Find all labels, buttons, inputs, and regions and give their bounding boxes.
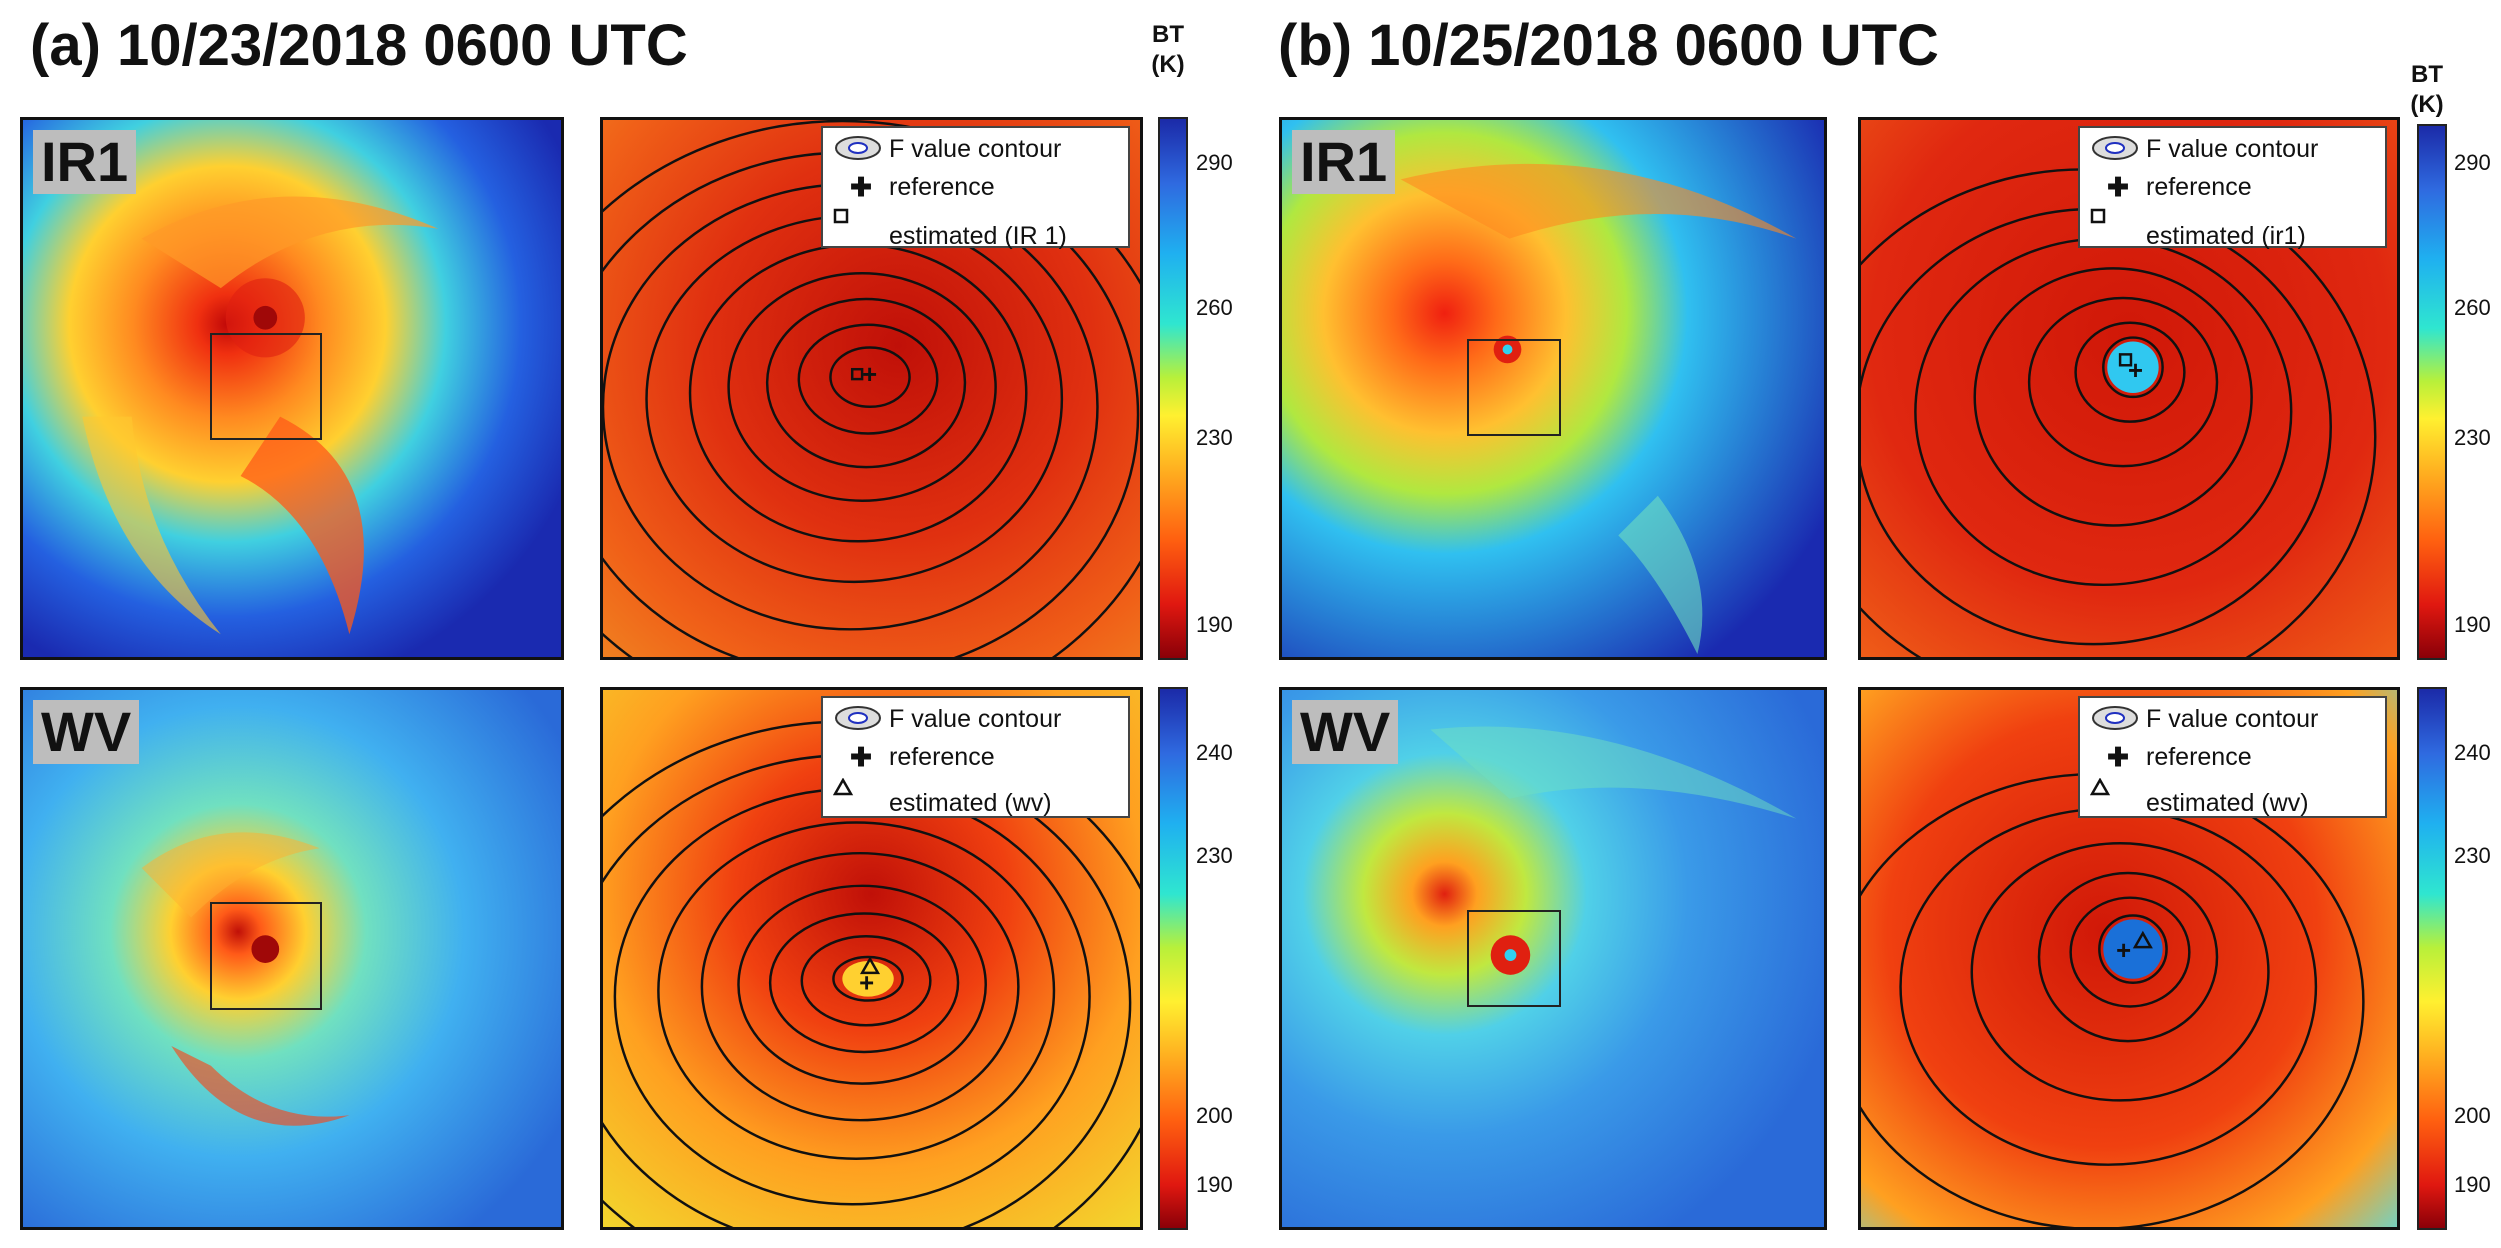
panel-b-wv-satellite: WV bbox=[1279, 687, 1827, 1230]
colorbar-a-wv bbox=[1158, 687, 1188, 1230]
colorbar-b-wv bbox=[2417, 687, 2447, 1230]
legend-contour-label: F value contour bbox=[889, 705, 1062, 734]
svg-text:+: + bbox=[2116, 937, 2131, 965]
legend-contour-row: F value contour bbox=[2090, 134, 2318, 165]
tick-a-ir-1: 290 bbox=[1196, 150, 1233, 175]
legend-estimated-label: estimated (wv) bbox=[2146, 788, 2309, 817]
legend: F value contour ✚ reference estimated (w… bbox=[2078, 696, 2387, 818]
panel-b-ir1-satellite: IR1 bbox=[1279, 117, 1827, 660]
plus-icon: ✚ bbox=[850, 172, 872, 202]
panel-b-title: (b) 10/25/2018 0600 UTC bbox=[1278, 13, 1939, 78]
wv-label: WV bbox=[1292, 700, 1399, 764]
tick-b-wv-4: 190 bbox=[2454, 1172, 2491, 1197]
legend-reference-row: ✚ reference bbox=[833, 172, 995, 203]
tick-b-wv-1: 240 bbox=[2454, 740, 2491, 765]
contour-icon bbox=[2090, 704, 2146, 735]
square-icon bbox=[833, 208, 889, 264]
plus-icon: ✚ bbox=[2107, 172, 2129, 202]
contour-icon bbox=[2090, 134, 2146, 165]
svg-text:+: + bbox=[2128, 357, 2143, 385]
ir1-label: IR1 bbox=[1292, 130, 1396, 194]
legend-estimated-row: estimated (IR 1) bbox=[833, 208, 1067, 264]
contour-icon bbox=[833, 134, 889, 165]
legend-reference-label: reference bbox=[889, 743, 995, 771]
tick-b-ir-3: 230 bbox=[2454, 425, 2491, 450]
tick-b-ir-2: 260 bbox=[2454, 295, 2491, 320]
legend-estimated-label: estimated (IR 1) bbox=[889, 221, 1067, 250]
panel-a-title: (a) 10/23/2018 0600 UTC bbox=[30, 13, 688, 78]
satellite-image bbox=[1282, 120, 1824, 657]
tick-b-ir-1: 290 bbox=[2454, 150, 2491, 175]
legend-contour-label: F value contour bbox=[2146, 135, 2319, 164]
legend-reference-row: ✚ reference bbox=[2090, 742, 2252, 773]
legend-reference-label: reference bbox=[2146, 173, 2252, 201]
wv-label: WV bbox=[33, 700, 140, 764]
legend: F value contour ✚ reference estimated (I… bbox=[821, 126, 1130, 250]
svg-text:+: + bbox=[859, 970, 874, 998]
legend-contour-row: F value contour bbox=[833, 134, 1061, 165]
colorbar-a-title: BT (K) bbox=[1138, 20, 1198, 80]
tick-a-wv-2: 230 bbox=[1196, 843, 1233, 868]
svg-text:+: + bbox=[862, 361, 877, 389]
legend-contour-row: F value contour bbox=[833, 704, 1061, 735]
triangle-icon bbox=[2090, 778, 2146, 828]
colorbar-a-title-line1: BT bbox=[1152, 21, 1184, 48]
legend-estimated-row: estimated (wv) bbox=[2090, 778, 2309, 828]
tick-a-wv-1: 240 bbox=[1196, 740, 1233, 765]
panel-a-ir1-zoom: + F value contour ✚ reference estimated … bbox=[600, 117, 1143, 660]
colorbar-a-title-line2: (K) bbox=[1151, 51, 1185, 78]
legend-contour-row: F value contour bbox=[2090, 704, 2318, 735]
colorbar-b-title-line1: BT bbox=[2411, 61, 2443, 88]
legend-reference-label: reference bbox=[889, 173, 995, 201]
plus-icon: ✚ bbox=[850, 742, 872, 772]
colorbar-b-title: BT (K) bbox=[2397, 60, 2457, 120]
legend: F value contour ✚ reference estimated (i… bbox=[2078, 126, 2387, 250]
zoom-box bbox=[210, 333, 322, 440]
colorbar-b-title-line2: (K) bbox=[2410, 91, 2444, 118]
panel-a-wv-satellite: WV bbox=[20, 687, 564, 1230]
panel-b-wv-zoom: + F value contour ✚ reference estimated … bbox=[1858, 687, 2400, 1230]
legend-estimated-label: estimated (wv) bbox=[889, 788, 1052, 817]
zoom-box bbox=[1467, 339, 1561, 436]
colorbar-b-ir bbox=[2417, 124, 2447, 660]
legend-contour-label: F value contour bbox=[889, 135, 1062, 164]
legend: F value contour ✚ reference estimated (w… bbox=[821, 696, 1130, 818]
tick-a-wv-3: 200 bbox=[1196, 1103, 1233, 1128]
legend-estimated-row: estimated (ir1) bbox=[2090, 208, 2306, 264]
triangle-icon bbox=[833, 778, 889, 828]
satellite-image bbox=[23, 690, 561, 1227]
colorbar-a-ir bbox=[1158, 117, 1188, 660]
legend-reference-label: reference bbox=[2146, 743, 2252, 771]
tick-b-ir-4: 190 bbox=[2454, 612, 2491, 637]
legend-estimated-label: estimated (ir1) bbox=[2146, 221, 2306, 250]
tick-a-ir-4: 190 bbox=[1196, 612, 1233, 637]
tick-b-wv-3: 200 bbox=[2454, 1103, 2491, 1128]
tick-b-wv-2: 230 bbox=[2454, 843, 2491, 868]
satellite-image bbox=[1282, 690, 1824, 1227]
panel-a-wv-zoom: + F value contour ✚ reference estimated … bbox=[600, 687, 1143, 1230]
panel-a-ir1-satellite: IR1 bbox=[20, 117, 564, 660]
square-icon bbox=[2090, 208, 2146, 264]
legend-reference-row: ✚ reference bbox=[833, 742, 995, 773]
legend-contour-label: F value contour bbox=[2146, 705, 2319, 734]
legend-reference-row: ✚ reference bbox=[2090, 172, 2252, 203]
contour-icon bbox=[833, 704, 889, 735]
tick-a-wv-4: 190 bbox=[1196, 1172, 1233, 1197]
ir1-label: IR1 bbox=[33, 130, 137, 194]
tick-a-ir-2: 260 bbox=[1196, 295, 1233, 320]
panel-b-ir1-zoom: + F value contour ✚ reference estimated … bbox=[1858, 117, 2400, 660]
zoom-box bbox=[210, 902, 322, 1010]
satellite-image bbox=[23, 120, 561, 657]
legend-estimated-row: estimated (wv) bbox=[833, 778, 1052, 828]
plus-icon: ✚ bbox=[2107, 742, 2129, 772]
zoom-box bbox=[1467, 910, 1561, 1007]
tick-a-ir-3: 230 bbox=[1196, 425, 1233, 450]
